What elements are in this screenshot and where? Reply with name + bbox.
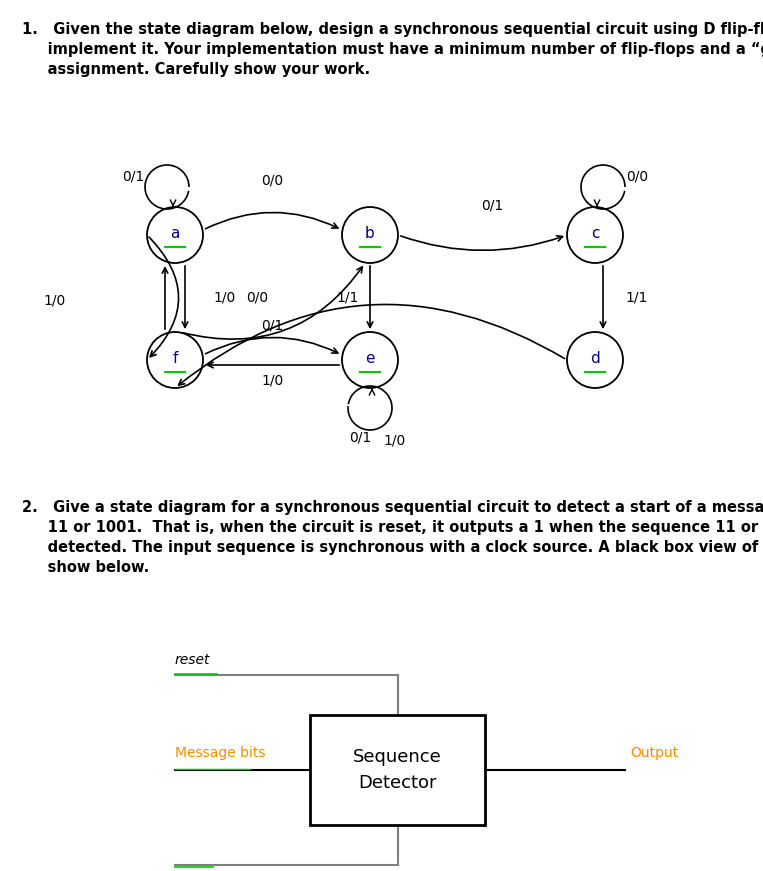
Text: reset: reset <box>175 653 211 667</box>
Text: 1/0: 1/0 <box>44 293 66 307</box>
Text: 1/1: 1/1 <box>626 291 649 305</box>
Text: detected. The input sequence is synchronous with a clock source. A black box vie: detected. The input sequence is synchron… <box>22 540 763 555</box>
Text: a: a <box>170 226 180 240</box>
Text: 0/1: 0/1 <box>349 430 371 444</box>
Text: d: d <box>590 350 600 366</box>
Text: 0/1: 0/1 <box>262 318 284 332</box>
Text: 0/1: 0/1 <box>481 198 504 212</box>
Text: Sequence: Sequence <box>353 748 442 766</box>
Text: 1/1: 1/1 <box>336 291 359 305</box>
Text: assignment. Carefully show your work.: assignment. Carefully show your work. <box>22 62 370 77</box>
Text: show below.: show below. <box>22 560 150 575</box>
Text: Detector: Detector <box>359 774 436 793</box>
Text: 0/0: 0/0 <box>626 170 648 184</box>
Text: 0/0: 0/0 <box>262 173 284 187</box>
Text: 1.   Given the state diagram below, design a synchronous sequential circuit usin: 1. Given the state diagram below, design… <box>22 22 763 37</box>
Text: c: c <box>591 226 599 240</box>
Text: implement it. Your implementation must have a minimum number of flip-flops and a: implement it. Your implementation must h… <box>22 42 763 57</box>
Text: e: e <box>365 350 375 366</box>
Text: 1/0: 1/0 <box>384 433 406 447</box>
Text: 1/0: 1/0 <box>262 373 284 387</box>
Text: 11 or 1001.  That is, when the circuit is reset, it outputs a 1 when the sequenc: 11 or 1001. That is, when the circuit is… <box>22 520 763 535</box>
Text: Output: Output <box>630 746 678 760</box>
Text: Message bits: Message bits <box>175 746 266 760</box>
Text: 2.   Give a state diagram for a synchronous sequential circuit to detect a start: 2. Give a state diagram for a synchronou… <box>22 500 763 515</box>
Text: 0/0: 0/0 <box>246 291 269 305</box>
Text: 0/1: 0/1 <box>122 170 144 184</box>
Bar <box>310 715 485 825</box>
Text: b: b <box>365 226 375 240</box>
Text: f: f <box>172 350 178 366</box>
Text: 1/0: 1/0 <box>214 291 236 305</box>
